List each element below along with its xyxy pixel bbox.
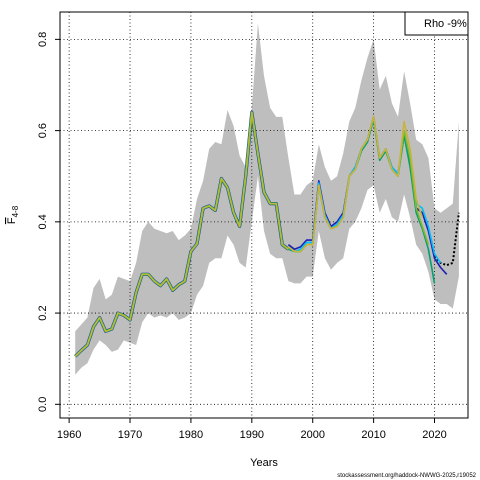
x-tick-label: 2020 [422,429,446,441]
source-credit: stockassessment.org/haddock-NWWG-2025,r1… [337,473,476,479]
legend-entry-rho: Rho -9% [424,18,467,30]
y-axis: 0.0 0.2 0.4 0.6 0.8 [37,32,60,412]
x-axis: 1960 1970 1980 1990 2000 2010 2020 [57,418,447,441]
y-tick-label: 0.2 [37,305,49,320]
x-tick-label: 1980 [179,429,203,441]
x-tick-label: 2010 [361,429,385,441]
x-tick-label: 2000 [300,429,324,441]
series-line-historic [74,111,289,357]
y-tick-label: 0.6 [37,123,49,138]
legend-box [404,11,469,36]
grid-layer [60,12,468,418]
y-axis-title-main: F4-8 [6,205,20,224]
y-tick-label: 0.8 [37,32,49,47]
y-tick-label: 0.4 [37,214,49,229]
series-line [287,116,424,253]
x-axis-title: Years [250,457,278,469]
x-tick-label: 1960 [57,429,81,441]
series-layer [74,110,460,358]
y-axis-title: F4-8 [6,205,20,224]
legend: Rho -9% [404,11,469,36]
plot-frame [59,11,469,419]
y-tick-label: 0.0 [37,397,49,412]
x-tick-label: 1990 [240,429,264,441]
x-tick-label: 1970 [118,429,142,441]
